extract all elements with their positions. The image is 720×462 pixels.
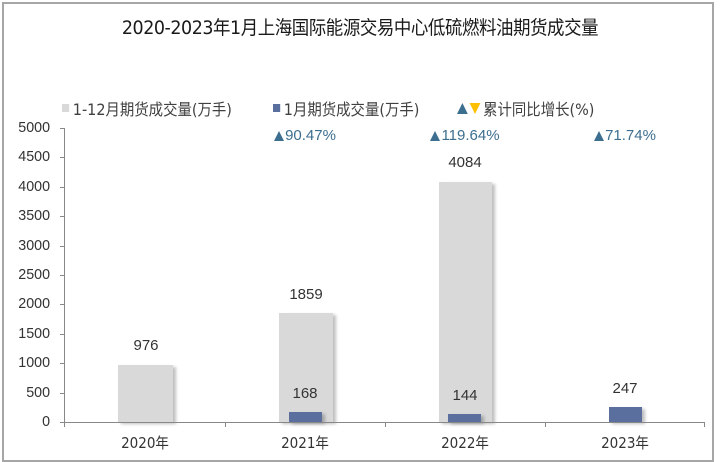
y-tick-label: 3500	[18, 207, 50, 224]
data-label-january-2022: 144	[452, 387, 478, 404]
y-tick-label: 5000	[18, 119, 50, 136]
legend-label: 累计同比增长(%)	[483, 100, 595, 119]
y-tick-label: 1000	[18, 354, 50, 371]
x-tick	[225, 422, 226, 427]
triangle-up-icon	[594, 131, 605, 141]
data-label-january-2023: 247	[612, 380, 638, 397]
plot-area: 0 500 1000 1500 2000 2500 3000 3500 4000…	[18, 119, 705, 452]
y-tick-label: 500	[26, 384, 50, 401]
x-tick-label: 2020年	[121, 434, 169, 452]
bar-annual-2021	[279, 313, 333, 422]
y-tick-label: 3000	[18, 237, 50, 254]
y-tick-label: 4500	[18, 148, 50, 165]
triangle-up-icon	[430, 131, 441, 141]
x-tick	[545, 422, 546, 427]
y-tick	[60, 187, 65, 188]
y-tick-label: 2500	[18, 266, 50, 283]
triangle-down-icon	[470, 102, 481, 114]
triangle-up-icon	[457, 102, 469, 114]
y-tick-label: 2000	[18, 295, 50, 312]
y-tick-label: 1500	[18, 325, 50, 342]
y-tick-label: 0	[42, 413, 50, 430]
legend-label: 1月期货成交量(万手)	[283, 100, 420, 119]
x-tick-label: 2023年	[601, 434, 649, 452]
legend-item-annual-volume: 1-12月期货成交量(万手)	[62, 96, 232, 120]
y-tick	[60, 363, 65, 364]
triangle-up-icon	[274, 131, 285, 141]
y-tick	[60, 304, 65, 305]
y-tick	[60, 422, 65, 423]
x-tick	[704, 422, 705, 427]
bar-january-2023	[609, 407, 642, 422]
x-tick	[385, 422, 386, 427]
growth-label-2022: 119.64%	[415, 128, 515, 144]
bar-january-2021	[289, 412, 322, 422]
bar-january-2022	[448, 414, 481, 422]
chart-title: 2020-2023年1月上海国际能源交易中心低硫燃料油期货成交量	[121, 17, 599, 39]
legend-item-yoy-growth: 累计同比增长(%)	[457, 96, 595, 120]
bar-annual-2020	[118, 365, 173, 422]
x-tick-label: 2021年	[281, 434, 329, 452]
data-label-annual-2021: 1859	[289, 286, 323, 303]
legend-label: 1-12月期货成交量(万手)	[72, 100, 232, 119]
y-tick	[60, 275, 65, 276]
y-tick	[60, 393, 65, 394]
x-axis	[64, 422, 705, 423]
legend-item-january-volume: 1月期货成交量(万手)	[272, 96, 420, 120]
y-tick	[60, 246, 65, 247]
growth-label-2023: 71.74%	[575, 128, 675, 144]
legend: 1-12月期货成交量(万手) 1月期货成交量(万手) 累计同比增长(%)	[62, 96, 632, 120]
bar-annual-2022	[439, 182, 492, 422]
data-label-annual-2022: 4084	[448, 154, 482, 171]
growth-label-2021: 90.47%	[255, 128, 355, 144]
x-tick-label: 2022年	[441, 434, 489, 452]
gray-square-icon	[62, 104, 70, 112]
y-tick-label: 4000	[18, 178, 50, 195]
data-label-annual-2020: 976	[133, 337, 159, 354]
y-tick	[60, 157, 65, 158]
data-label-january-2021: 168	[292, 385, 318, 402]
y-tick	[60, 334, 65, 335]
y-tick	[60, 128, 65, 129]
y-tick	[60, 216, 65, 217]
blue-square-icon	[272, 104, 281, 112]
x-tick	[64, 422, 65, 427]
